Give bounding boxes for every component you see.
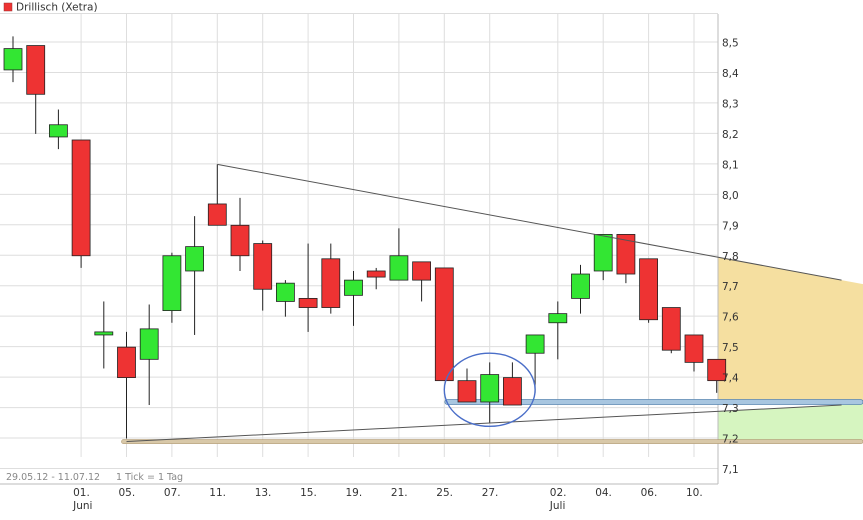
y-tick-label: 7,6 (722, 312, 739, 324)
y-tick-label: 8,1 (722, 159, 739, 171)
candle-body (526, 335, 544, 353)
y-tick-label: 7,7 (722, 281, 739, 293)
x-tick-label: 15. (300, 487, 317, 499)
candle-body (299, 298, 317, 307)
y-tick-label: 7,2 (722, 434, 739, 446)
candle-body (345, 280, 363, 295)
candle-body (481, 375, 499, 402)
candle-body (163, 256, 181, 311)
y-tick-label: 7,9 (722, 220, 739, 232)
forecast-zone (718, 257, 863, 441)
candle-body (549, 314, 567, 323)
candle-body (413, 262, 431, 280)
footer-tick: 1 Tick = 1 Tag (116, 472, 183, 483)
x-tick-label: 21. (391, 487, 408, 499)
candle-body (254, 244, 272, 290)
x-tick-label: 10. (686, 487, 703, 499)
candle-body (390, 256, 408, 280)
candle-body (95, 332, 113, 335)
x-tick-label: 25. (436, 487, 453, 499)
candle-body (49, 125, 67, 137)
candle-body (367, 271, 385, 277)
candle-body (594, 234, 612, 271)
y-axis: 7,1 7,2 7,3 7,4 7,5 7,6 7,7 7,8 7,9 8,0 8,1 8,2 8,3 8… (722, 38, 739, 477)
x-tick-label: 06. (641, 487, 658, 499)
candle-body (231, 225, 249, 255)
candle-body (186, 247, 204, 271)
x-tick-label: 01. (73, 487, 90, 499)
candle-body (208, 204, 226, 225)
y-tick-label: 7,1 (722, 464, 739, 476)
x-tick-label: 19. (346, 487, 363, 499)
x-tick-label: 13. (255, 487, 272, 499)
y-tick-label: 8,0 (722, 190, 739, 202)
base-level-band (122, 440, 863, 444)
candle-body (276, 283, 294, 301)
y-tick-label: 7,8 (722, 251, 739, 263)
x-tick-label: 11. (209, 487, 226, 499)
y-tick-label: 8,3 (722, 98, 739, 110)
y-tick-label: 8,4 (722, 68, 739, 80)
candle-body (140, 329, 158, 359)
y-tick-label: 7,5 (722, 342, 739, 354)
x-tick-label: 02. (550, 487, 567, 499)
candle-body (685, 335, 703, 362)
candle-body (572, 274, 590, 298)
legend-swatch (4, 3, 12, 11)
x-tick-month-label: Juli (549, 500, 566, 512)
x-tick-label: 05. (119, 487, 136, 499)
legend-label: Drillisch (Xetra) (16, 2, 98, 14)
x-tick-label: 04. (595, 487, 612, 499)
x-tick-label: 27. (482, 487, 499, 499)
candle-body (72, 140, 90, 256)
y-tick-label: 7,3 (722, 403, 739, 415)
candle-body (662, 308, 680, 351)
candle-body (503, 378, 521, 405)
x-tick-label: 07. (164, 487, 181, 499)
candle-body (4, 49, 22, 70)
x-tick-month-label: Juni (72, 500, 92, 512)
candle-body (118, 347, 136, 377)
y-tick-label: 8,5 (722, 38, 739, 50)
footer-range: 29.05.12 - 11.07.12 (6, 472, 100, 483)
candle-body (640, 259, 658, 320)
y-tick-label: 8,2 (722, 129, 739, 141)
candle-body (27, 46, 45, 95)
y-tick-label: 7,4 (722, 373, 739, 385)
candle-body (435, 268, 453, 381)
candle-body (322, 259, 340, 308)
candle-body (458, 381, 476, 402)
